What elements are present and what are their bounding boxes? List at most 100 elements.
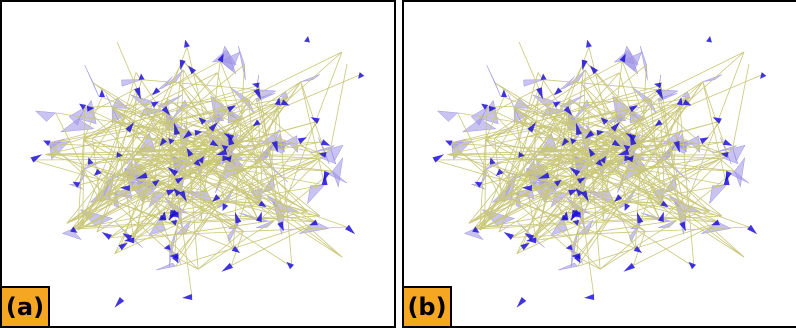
graph-edge: [447, 147, 623, 155]
graph-node: [217, 53, 224, 63]
graph-node: [86, 105, 95, 112]
graph-edge: [178, 82, 261, 204]
graph-face: [61, 228, 83, 241]
graph-edge: [222, 51, 343, 159]
graph-face: [621, 45, 639, 65]
graph-edge: [531, 88, 540, 189]
graph-node: [178, 190, 187, 202]
graph-node: [623, 144, 631, 152]
graph-node: [309, 219, 318, 226]
graph-node: [688, 261, 697, 270]
graph-node: [568, 189, 578, 196]
graph-node: [580, 190, 589, 202]
graph-edge: [547, 107, 635, 139]
graph-edge: [45, 101, 283, 155]
graph-edge: [183, 69, 261, 204]
graph-node: [194, 129, 203, 136]
graph-node: [114, 297, 125, 308]
graph-node: [599, 156, 607, 164]
graph-edge: [608, 190, 636, 249]
graph-node: [175, 177, 184, 185]
graph-node: [565, 244, 573, 251]
panel-b: (b): [402, 0, 796, 328]
graph-edge: [501, 72, 539, 203]
graph-edge: [77, 87, 138, 120]
graph-edge: [258, 85, 281, 223]
graph-edge: [222, 157, 333, 172]
graph-node: [168, 137, 175, 145]
graph-face: [156, 262, 177, 271]
graph-edge: [473, 215, 722, 230]
graph-node: [673, 140, 680, 153]
graph-node: [760, 72, 767, 79]
graph-edge: [92, 138, 101, 202]
graph-edge: [484, 216, 687, 228]
graph-edge: [660, 85, 683, 223]
graph-edge: [49, 143, 175, 257]
graph-node: [725, 170, 732, 183]
graph-node: [628, 105, 639, 113]
graph-edge: [634, 64, 647, 249]
graph-edge: [599, 220, 677, 270]
graph-node: [636, 211, 644, 224]
graph-node: [481, 103, 489, 110]
graph-node: [474, 181, 483, 188]
graph-node: [274, 97, 281, 106]
graph-node: [572, 219, 580, 226]
graph-node: [432, 154, 445, 163]
graph-edge: [83, 96, 103, 140]
graph-node: [138, 73, 145, 80]
graph-edge: [602, 61, 623, 221]
graph-node: [358, 72, 365, 79]
graph-edge: [31, 159, 108, 183]
graph-edge: [512, 121, 662, 238]
graph-edge: [262, 192, 318, 223]
graph-edge: [169, 161, 201, 248]
graph-node: [575, 188, 584, 197]
graph-node: [518, 151, 525, 158]
graph-node: [552, 101, 561, 108]
graph-node: [630, 133, 637, 146]
graph-node: [252, 119, 261, 127]
graph-edge: [494, 138, 503, 202]
graph-node: [610, 122, 620, 132]
graph-node: [627, 155, 634, 163]
graph-node: [212, 194, 221, 202]
graph-node: [271, 140, 278, 153]
graph-edge: [141, 139, 166, 202]
graph-edge: [664, 158, 721, 193]
graph-node: [571, 211, 581, 218]
graph-edge: [77, 88, 138, 231]
graph-face: [332, 157, 343, 188]
graph-edge: [518, 41, 584, 192]
graph-edge: [110, 121, 260, 238]
graph-node: [118, 242, 128, 251]
graph-edge: [165, 111, 223, 159]
graph-edge: [620, 158, 721, 197]
graph-node: [614, 194, 623, 202]
graph-node: [712, 117, 722, 124]
graph-face: [115, 221, 143, 248]
graph-node: [99, 89, 105, 98]
graph-node: [193, 159, 201, 167]
graph-node: [173, 188, 182, 197]
graph-edge: [82, 107, 85, 227]
graph-edge: [479, 175, 524, 231]
graph-node: [537, 172, 550, 179]
graph-node: [215, 149, 228, 156]
graph-node: [30, 154, 43, 163]
graph-node: [488, 105, 497, 112]
graph-node: [253, 88, 262, 100]
graph-edge: [271, 104, 279, 167]
graph-edge: [580, 60, 623, 84]
graph-edge: [468, 129, 614, 224]
graph-edge: [220, 138, 260, 222]
graph-edge: [433, 158, 602, 161]
graph-node: [255, 211, 262, 223]
graph-edge: [197, 230, 244, 270]
graph-edge: [232, 64, 245, 249]
graph-edge: [535, 211, 579, 241]
graph-edge: [93, 82, 308, 212]
graph-node: [720, 152, 729, 158]
graph-node: [221, 262, 234, 272]
